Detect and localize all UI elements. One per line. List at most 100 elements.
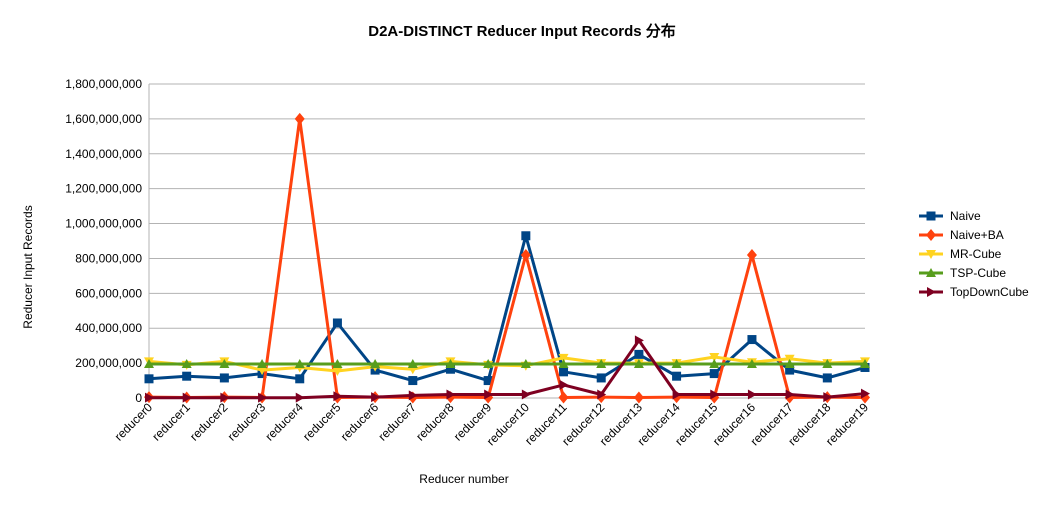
y-tick-label: 1,600,000,000: [65, 112, 142, 126]
legend-swatch: [919, 228, 943, 241]
data-point: [333, 391, 343, 402]
x-tick-label: reducer6: [338, 400, 382, 444]
data-point: [257, 366, 268, 376]
legend-swatch: [919, 249, 943, 259]
x-tick-label: reducer4: [262, 400, 306, 444]
legend-item: MR-Cube: [918, 244, 1029, 263]
data-point: [558, 353, 569, 363]
data-point: [634, 335, 644, 346]
data-point: [709, 358, 720, 368]
data-point: [445, 364, 455, 374]
data-point: [520, 358, 531, 368]
data-point: [520, 248, 531, 261]
data-point: [672, 389, 682, 400]
data-point: [785, 389, 795, 400]
data-point: [332, 358, 343, 368]
legend-marker: [926, 267, 936, 277]
data-point: [144, 358, 154, 368]
data-point: [257, 358, 268, 368]
chart-title: D2A-DISTINCT Reducer Input Records 分布: [368, 23, 676, 40]
data-point: [294, 358, 305, 368]
series-line: [148, 117, 866, 399]
series-line: [148, 234, 866, 383]
y-tick-label: 400,000,000: [75, 321, 142, 335]
data-point: [521, 231, 531, 241]
legend-swatch: [919, 211, 943, 220]
data-point: [407, 358, 418, 368]
legend-marker: [926, 228, 936, 241]
data-point: [596, 358, 607, 368]
x-tick-label: reducer2: [187, 400, 231, 444]
data-point: [220, 392, 230, 403]
x-tick-label: reducer8: [413, 400, 457, 444]
data-point: [861, 388, 870, 399]
legend-item: Naive+BA: [918, 225, 1029, 244]
data-point: [521, 389, 531, 400]
data-point: [671, 358, 682, 368]
data-point: [371, 392, 381, 403]
data-point: [785, 365, 795, 375]
y-tick-label: 800,000,000: [75, 251, 142, 265]
y-tick-label: 1,800,000,000: [65, 77, 142, 91]
data-point: [182, 392, 192, 403]
legend: Naive Naive+BA MR-Cube TSP-Cube TopDownCube: [918, 206, 1029, 301]
data-point: [559, 367, 569, 377]
legend-marker: [927, 286, 936, 297]
data-point: [784, 358, 795, 368]
y-tick-label: 200,000,000: [75, 356, 142, 370]
data-point: [746, 248, 757, 261]
data-point: [559, 379, 569, 390]
data-point: [219, 373, 229, 383]
y-tick-label: 0: [135, 391, 142, 405]
data-point: [709, 353, 720, 363]
data-point: [746, 358, 757, 368]
data-point: [294, 112, 305, 125]
data-point: [709, 369, 719, 379]
legend-label: Naive+BA: [950, 227, 1004, 242]
data-point: [558, 358, 569, 368]
legend-item: TopDownCube: [918, 282, 1029, 301]
legend-swatch: [919, 267, 943, 277]
data-point: [633, 358, 644, 368]
legend-item: Naive: [918, 206, 1029, 225]
data-point: [446, 389, 456, 400]
x-tick-label: reducer3: [225, 400, 269, 444]
data-point: [408, 376, 418, 386]
x-tick-label: reducer7: [376, 400, 420, 444]
legend-label: TopDownCube: [950, 284, 1029, 299]
data-point: [634, 349, 644, 359]
data-point: [219, 358, 230, 368]
legend-label: Naive: [950, 208, 981, 223]
data-point: [633, 391, 644, 404]
data-point: [484, 389, 494, 400]
data-point: [483, 358, 494, 368]
data-point: [258, 392, 268, 403]
data-point: [332, 318, 342, 328]
data-point: [747, 389, 757, 400]
data-point: [710, 389, 720, 400]
data-point: [144, 374, 154, 384]
x-tick-label: reducer1: [149, 400, 193, 444]
data-point: [823, 392, 833, 403]
x-axis-label: Reducer number: [419, 472, 509, 486]
data-point: [408, 390, 418, 401]
data-point: [370, 358, 381, 368]
x-tick-label: reducer5: [300, 400, 344, 444]
data-point: [182, 371, 192, 381]
series-topdowncube: [145, 335, 870, 403]
legend-item: TSP-Cube: [918, 263, 1029, 282]
series-line: [149, 338, 866, 400]
y-tick-label: 1,000,000,000: [65, 217, 142, 231]
data-point: [332, 366, 343, 376]
data-point: [445, 358, 456, 368]
legend-label: TSP-Cube: [950, 265, 1007, 280]
y-tick-label: 1,400,000,000: [65, 147, 142, 161]
y-tick-label: 1,200,000,000: [65, 182, 142, 196]
legend-marker: [926, 211, 936, 220]
legend-swatch: [919, 286, 943, 297]
data-point: [672, 371, 682, 381]
data-point: [295, 374, 305, 384]
data-point: [822, 373, 832, 383]
